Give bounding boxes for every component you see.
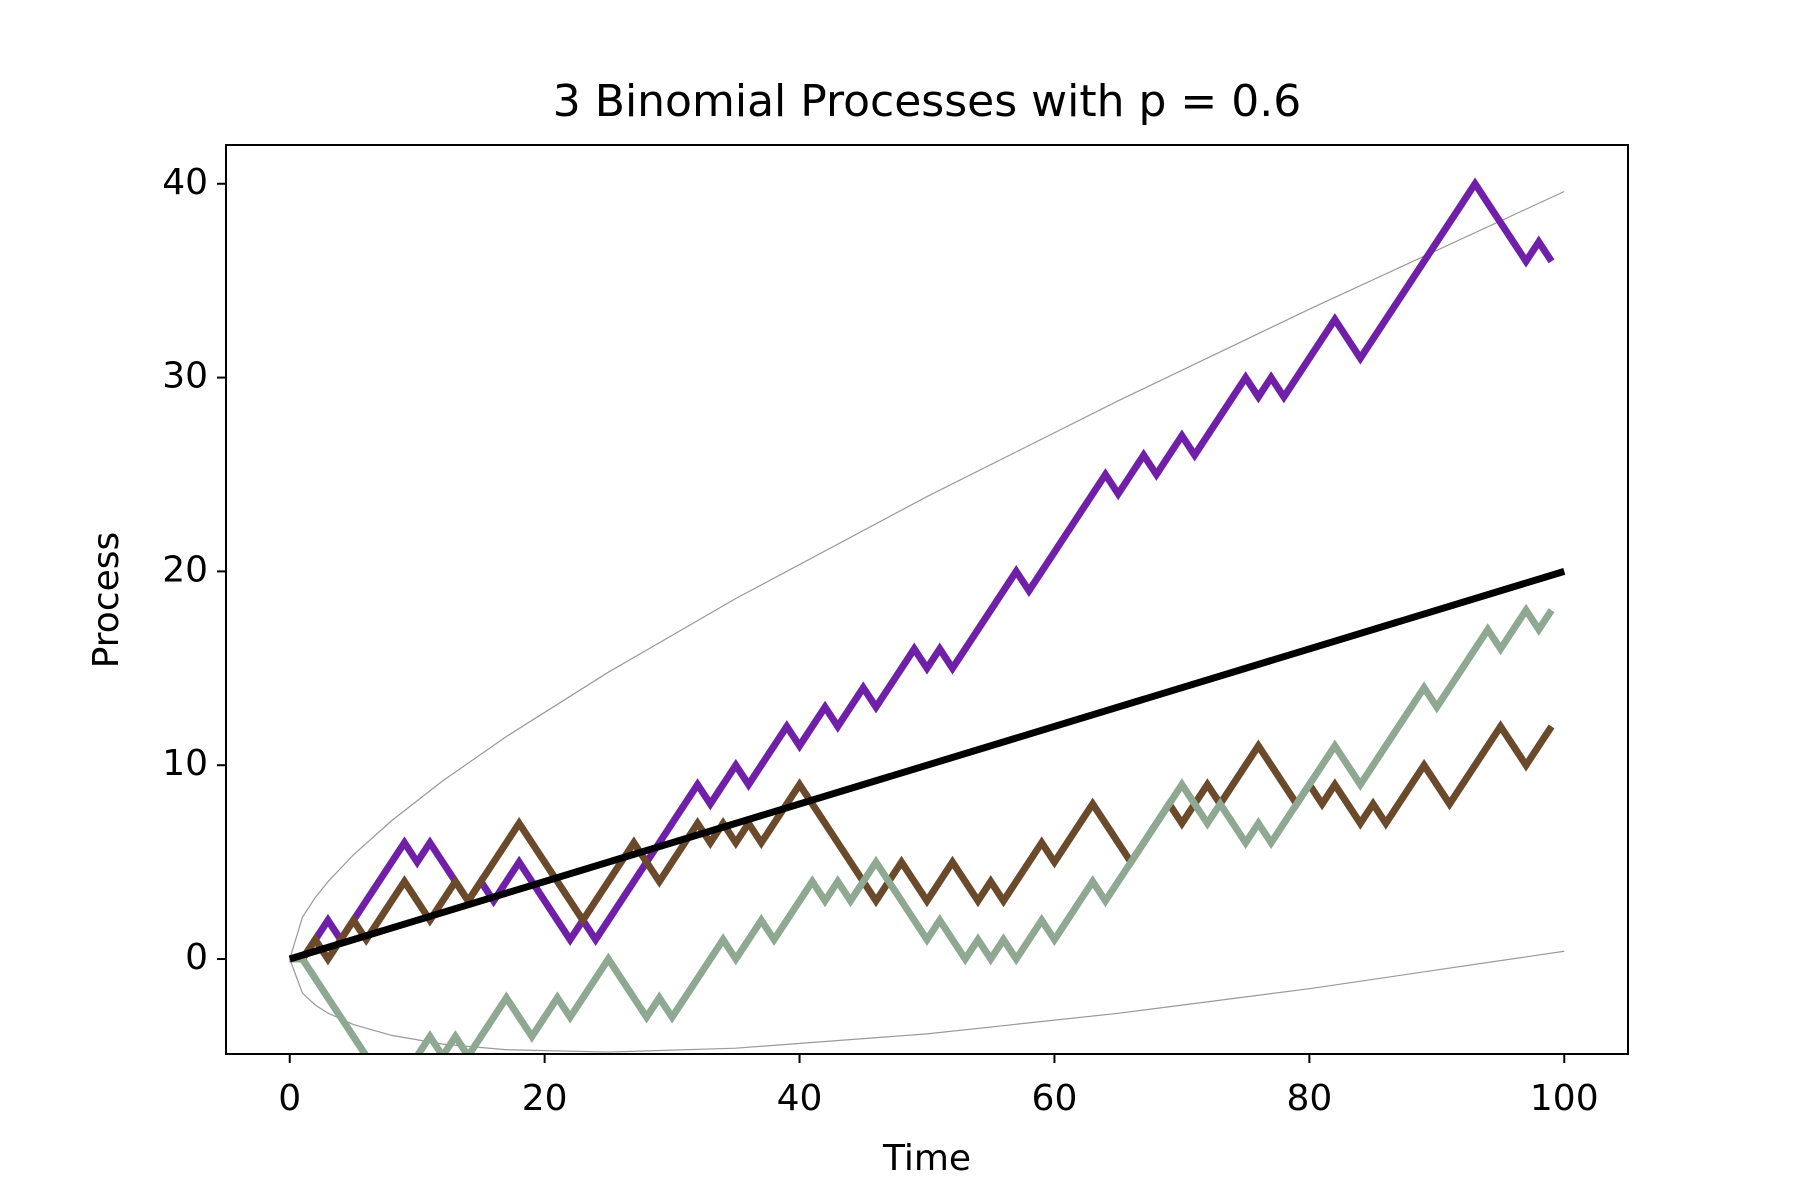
x-tick-label: 40 [777,1078,823,1119]
y-tick-label: 30 [162,356,208,397]
chart-title: 3 Binomial Processes with p = 0.6 [553,76,1301,127]
series-line [289,177,1555,963]
series-line [288,568,1566,963]
y-axis-label: Process [86,532,127,669]
y-tick-label: 40 [162,162,208,203]
series-line [289,190,1565,960]
axes-frame [225,144,1629,1055]
x-tick-label: 80 [1286,1078,1332,1119]
x-tick-label: 0 [278,1078,301,1119]
x-tick-label: 60 [1032,1078,1078,1119]
x-tick-label: 100 [1530,1078,1599,1119]
series-line [289,603,1555,1054]
series-line [289,720,1555,966]
plot-area [288,177,1566,1054]
x-axis-label: Time [882,1138,971,1179]
y-tick-label: 20 [162,549,208,590]
y-tick-label: 0 [185,937,208,978]
x-tick-label: 20 [522,1078,568,1119]
y-tick-label: 10 [162,743,208,784]
